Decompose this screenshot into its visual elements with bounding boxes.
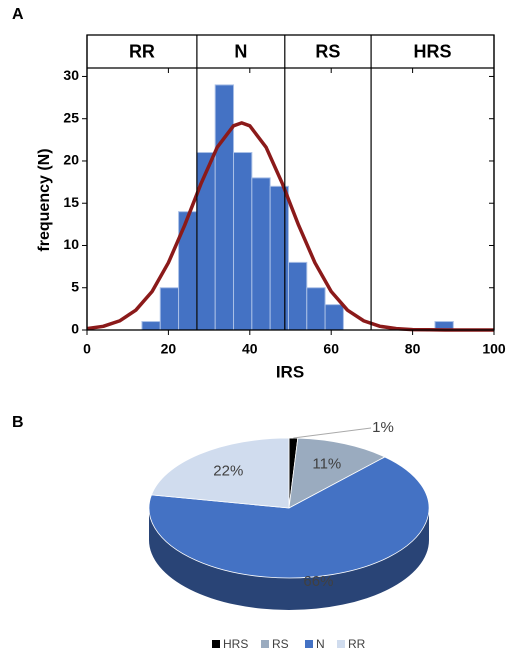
x-tick-label: 20: [161, 341, 177, 357]
y-tick-label: 30: [63, 67, 79, 83]
x-tick-label: 100: [482, 341, 506, 357]
x-tick-label: 60: [323, 341, 339, 357]
pie-label: 11%: [312, 455, 341, 472]
pie-label: 22%: [213, 462, 243, 479]
pie-side: [149, 508, 429, 610]
bar: [251, 177, 271, 331]
bar: [159, 287, 180, 331]
pie-label: 1%: [372, 419, 394, 436]
bar: [196, 152, 216, 331]
legend-label: RR: [348, 637, 366, 651]
bar: [269, 185, 289, 331]
y-axis-label: frequency (N): [36, 148, 53, 251]
legend-swatch: [212, 640, 220, 648]
region-label: HRS: [414, 41, 452, 61]
y-tick-label: 20: [63, 152, 79, 168]
region-label: RS: [315, 41, 340, 61]
pie-slice: [150, 437, 290, 509]
x-tick-label: 40: [242, 341, 258, 357]
region-label: N: [234, 41, 247, 61]
legend-label: HRS: [223, 637, 248, 651]
legend-swatch: [305, 640, 313, 648]
x-axis-label: IRS: [276, 362, 304, 381]
legend-swatch: [261, 640, 269, 648]
y-tick-label: 0: [71, 321, 79, 337]
legend-label: N: [316, 637, 325, 651]
bar: [287, 261, 308, 331]
bar: [214, 84, 235, 331]
bar: [233, 152, 253, 331]
x-tick-label: 0: [83, 341, 91, 357]
panel-letter: A: [12, 6, 24, 23]
y-tick-label: 5: [71, 278, 79, 294]
y-tick-label: 25: [63, 109, 79, 125]
legend-swatch: [337, 640, 345, 648]
pie-slice: [148, 456, 430, 579]
bar: [324, 304, 344, 331]
pie-slice: [288, 437, 386, 509]
panel-letter: B: [12, 414, 24, 431]
bar: [141, 321, 161, 331]
y-tick-label: 15: [63, 194, 79, 210]
bar: [306, 287, 326, 331]
legend-label: RS: [272, 637, 289, 651]
x-tick-label: 80: [405, 341, 421, 357]
y-tick-label: 10: [63, 236, 79, 252]
leader-line: [293, 427, 372, 439]
region-label: RR: [129, 41, 155, 61]
pie-label: 66%: [303, 573, 333, 590]
